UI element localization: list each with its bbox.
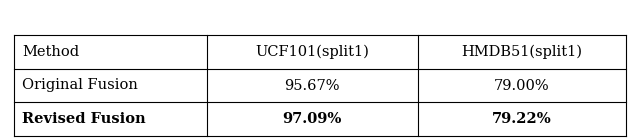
Text: 95.67%: 95.67% — [285, 79, 340, 92]
Text: UCF101(split1): UCF101(split1) — [255, 45, 369, 59]
Text: HMDB51(split1): HMDB51(split1) — [461, 45, 582, 59]
Text: Original Fusion: Original Fusion — [22, 79, 138, 92]
Text: Method: Method — [22, 45, 79, 59]
Text: Revised Fusion: Revised Fusion — [22, 112, 146, 126]
Text: 97.09%: 97.09% — [283, 112, 342, 126]
Text: 79.22%: 79.22% — [492, 112, 552, 126]
Text: 79.00%: 79.00% — [494, 79, 550, 92]
